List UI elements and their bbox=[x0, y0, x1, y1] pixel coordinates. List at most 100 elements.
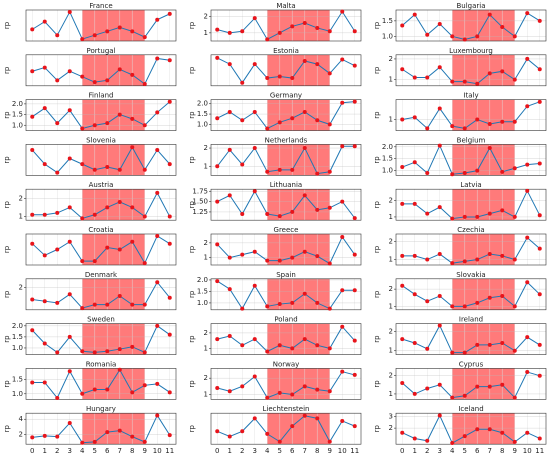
y-tick-label: 2 bbox=[204, 329, 208, 337]
data-point bbox=[400, 283, 405, 288]
subplot-title: Greece bbox=[274, 226, 299, 234]
y-tick-label: 2 bbox=[389, 197, 393, 205]
data-line bbox=[217, 57, 355, 84]
x-tick-label: 7 bbox=[118, 447, 122, 455]
data-point bbox=[130, 72, 135, 77]
data-point bbox=[302, 59, 307, 63]
subplot: 1 2 Poland rp bbox=[188, 316, 362, 355]
data-point bbox=[475, 168, 480, 173]
data-point bbox=[315, 171, 320, 176]
y-tick-label: 2 bbox=[19, 283, 23, 291]
data-point bbox=[400, 23, 405, 28]
data-point bbox=[500, 169, 505, 174]
data-point bbox=[525, 162, 530, 167]
data-point bbox=[155, 56, 160, 61]
data-point bbox=[30, 435, 35, 440]
data-point bbox=[277, 439, 282, 444]
data-point bbox=[537, 213, 542, 218]
y-tick-label: 1 bbox=[19, 213, 23, 221]
data-point bbox=[67, 421, 72, 426]
data-point bbox=[537, 373, 542, 378]
data-point bbox=[525, 280, 530, 285]
data-point bbox=[92, 212, 97, 217]
data-point bbox=[327, 29, 332, 34]
data-point bbox=[67, 205, 72, 210]
data-point bbox=[105, 302, 110, 307]
data-point bbox=[80, 349, 85, 354]
data-line bbox=[217, 371, 355, 399]
data-point bbox=[537, 99, 542, 104]
data-point bbox=[55, 78, 60, 83]
x-tick-label: 2 bbox=[425, 447, 429, 455]
data-point bbox=[437, 106, 442, 111]
data-point bbox=[142, 167, 147, 172]
subplot: 1.0 1.5 2.0 Finland rp bbox=[3, 92, 177, 131]
subplot: 1 2 Slovakia rp bbox=[373, 271, 547, 310]
data-point bbox=[462, 393, 467, 398]
data-point bbox=[252, 110, 257, 114]
data-point bbox=[450, 395, 455, 400]
y-tick-label: 2 bbox=[389, 237, 393, 245]
subplot: Slovenia rp bbox=[3, 136, 177, 176]
data-point bbox=[315, 343, 320, 348]
data-point bbox=[340, 234, 345, 239]
x-tick-label: 6 bbox=[475, 447, 480, 455]
subplot: France rp bbox=[3, 2, 177, 42]
data-point bbox=[315, 207, 320, 212]
x-tick-label: 4 bbox=[265, 447, 270, 455]
data-line bbox=[401, 281, 541, 308]
data-point bbox=[475, 34, 480, 39]
data-point bbox=[227, 147, 232, 152]
data-point bbox=[487, 145, 492, 150]
data-line bbox=[401, 12, 541, 40]
y-axis-label: rp bbox=[188, 335, 196, 343]
data-point bbox=[462, 350, 467, 355]
data-point bbox=[92, 387, 97, 392]
y-tick-label: 1 bbox=[389, 302, 393, 310]
axes-frame bbox=[25, 9, 177, 42]
y-tick-label: 2 bbox=[204, 13, 208, 21]
y-axis-label: rp bbox=[373, 111, 381, 119]
y-tick-label: 2.0 bbox=[197, 100, 208, 108]
data-point bbox=[327, 169, 332, 174]
x-tick-label: 8 bbox=[130, 447, 134, 455]
y-axis-label: rp bbox=[373, 335, 381, 343]
data-point bbox=[512, 439, 517, 444]
data-point bbox=[67, 156, 72, 161]
y-tick-label: 3 bbox=[389, 413, 393, 421]
axes-frame bbox=[25, 188, 177, 221]
data-point bbox=[340, 324, 345, 329]
x-tick-label: 1 bbox=[413, 447, 417, 455]
subplot: Portugal rp bbox=[3, 47, 177, 87]
y-axis-label: rp bbox=[3, 245, 11, 253]
data-point bbox=[30, 148, 35, 153]
y-axis-label: rp bbox=[373, 156, 381, 164]
y-axis-label: rp bbox=[3, 290, 11, 298]
x-tick-label: 2 bbox=[240, 447, 244, 455]
data-point bbox=[425, 75, 430, 80]
axes-frame bbox=[395, 54, 547, 87]
y-tick-label: 1 bbox=[389, 256, 393, 264]
data-point bbox=[412, 160, 417, 165]
data-point bbox=[252, 283, 257, 288]
data-point bbox=[340, 369, 345, 374]
data-point bbox=[412, 436, 417, 441]
data-point bbox=[462, 434, 467, 439]
data-point bbox=[340, 144, 345, 149]
y-axis-label: rp bbox=[188, 156, 196, 164]
data-point bbox=[265, 258, 270, 263]
data-point bbox=[462, 304, 467, 309]
x-tick-label: 5 bbox=[278, 447, 282, 455]
data-point bbox=[167, 11, 172, 16]
y-tick-label: 1 bbox=[204, 391, 208, 399]
data-point bbox=[352, 216, 357, 221]
y-tick-label: 1 bbox=[389, 390, 393, 398]
x-tick-label: 5 bbox=[93, 447, 97, 455]
data-point bbox=[55, 247, 60, 252]
data-point bbox=[67, 239, 72, 244]
data-point bbox=[315, 25, 320, 30]
data-line bbox=[31, 10, 170, 40]
shaded-region bbox=[82, 323, 145, 355]
data-point bbox=[117, 247, 122, 252]
data-point bbox=[290, 346, 295, 351]
